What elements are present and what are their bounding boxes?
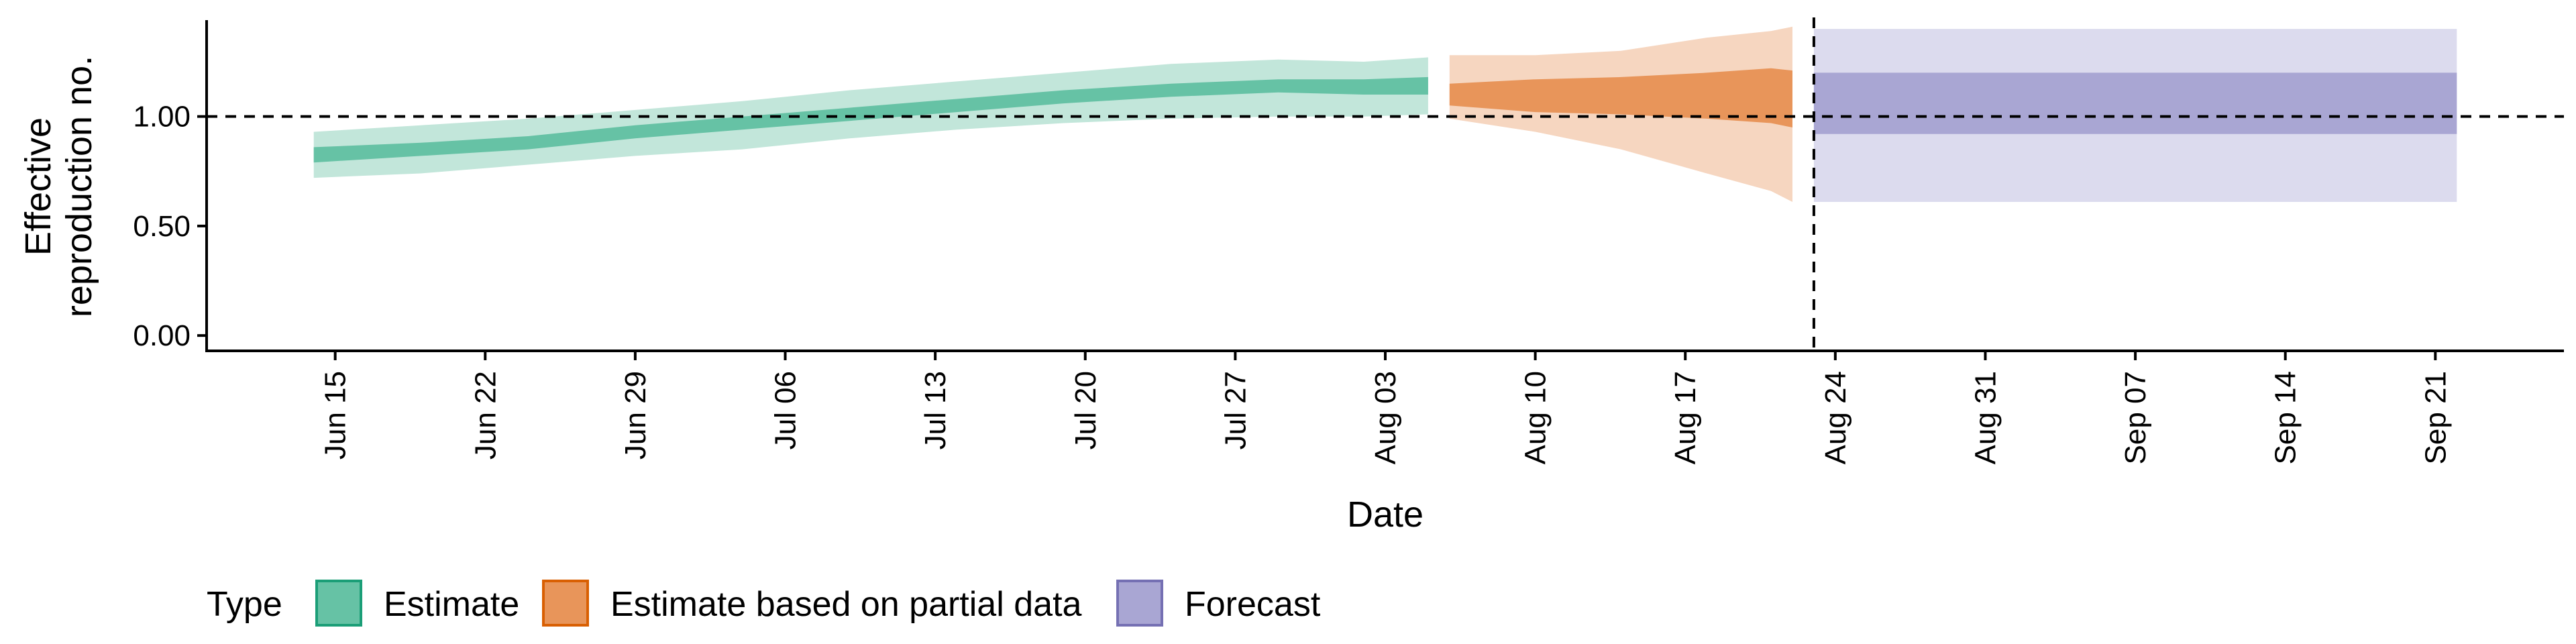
y-axis-title-line-1: Effective bbox=[18, 117, 58, 256]
legend-item-partial: Estimate based on partial data bbox=[542, 580, 1082, 627]
x-tick-label: Aug 31 bbox=[1970, 371, 2002, 464]
x-tick-label: Sep 07 bbox=[2119, 371, 2152, 464]
x-tick-label: Aug 03 bbox=[1369, 371, 1402, 464]
x-tick-label: Jun 29 bbox=[619, 371, 652, 460]
x-axis-title: Date bbox=[1347, 494, 1424, 535]
y-tick-label: 0.00 bbox=[133, 319, 191, 352]
legend-label-forecast: Forecast bbox=[1185, 585, 1321, 624]
x-tick-label: Aug 10 bbox=[1519, 371, 1552, 464]
band-layer bbox=[313, 26, 2457, 203]
y-axis-title-line-2: reproduction no. bbox=[59, 56, 99, 317]
y-axis-title: Effective reproduction no. bbox=[18, 56, 99, 317]
legend-label-estimate: Estimate bbox=[384, 585, 519, 624]
band-50-partial bbox=[1449, 68, 1792, 127]
x-tick-label: Jul 06 bbox=[769, 371, 802, 449]
legend-key-estimate bbox=[315, 580, 362, 627]
y-ticks: 0.00 0.50 1.00 bbox=[133, 101, 207, 352]
legend-label-partial: Estimate based on partial data bbox=[610, 585, 1082, 624]
x-tick-label: Aug 24 bbox=[1819, 371, 1852, 464]
x-tick-label: Jul 13 bbox=[919, 371, 952, 449]
legend-key-partial bbox=[542, 580, 589, 627]
x-tick-label: Jul 27 bbox=[1219, 371, 1252, 449]
band-50-forecast bbox=[1813, 72, 2457, 134]
x-tick-label: Sep 14 bbox=[2269, 371, 2302, 464]
legend: Type Estimate Estimate based on partial … bbox=[207, 580, 1321, 627]
x-ticks: Jun 15 Jun 22 Jun 29 Jul 06 Jul 13 Jul 20 Jul … bbox=[319, 351, 2452, 464]
legend-title: Type bbox=[207, 585, 282, 624]
band-50-estimate bbox=[313, 76, 1428, 163]
y-tick-label: 1.00 bbox=[133, 101, 191, 133]
legend-item-forecast: Forecast bbox=[1116, 580, 1321, 627]
x-tick-label: Jun 22 bbox=[469, 371, 502, 460]
band-90-partial bbox=[1449, 26, 1792, 203]
legend-key-forecast bbox=[1116, 580, 1163, 627]
x-tick-label: Sep 21 bbox=[2419, 371, 2452, 464]
x-tick-label: Aug 17 bbox=[1669, 371, 1702, 464]
x-tick-label: Jun 15 bbox=[319, 371, 352, 460]
legend-item-estimate: Estimate bbox=[315, 580, 519, 627]
x-tick-label: Jul 20 bbox=[1069, 371, 1102, 449]
y-tick-label: 0.50 bbox=[133, 210, 191, 243]
